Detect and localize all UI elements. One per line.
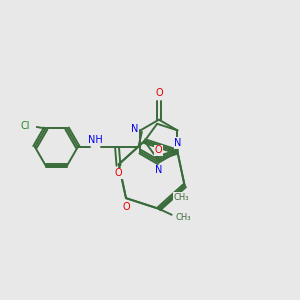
Text: NH: NH (88, 135, 103, 145)
Text: Cl: Cl (21, 121, 30, 131)
Text: N: N (130, 124, 138, 134)
Text: N: N (155, 166, 163, 176)
Text: N: N (174, 138, 182, 148)
Text: O: O (115, 168, 122, 178)
Text: CH₃: CH₃ (175, 213, 191, 222)
Text: CH₃: CH₃ (174, 193, 189, 202)
Text: O: O (155, 146, 162, 155)
Text: O: O (122, 202, 130, 212)
Text: O: O (155, 88, 163, 98)
